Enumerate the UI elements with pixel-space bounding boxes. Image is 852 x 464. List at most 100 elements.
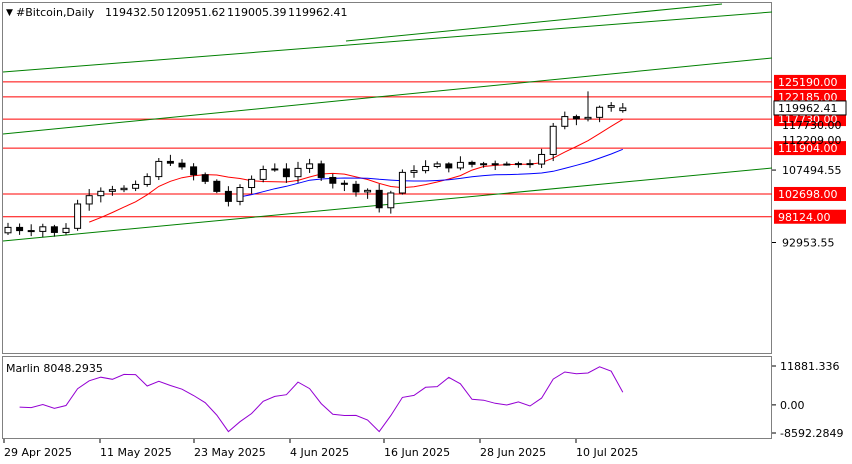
slow-moving-average — [239, 148, 623, 198]
candle-body-45 — [526, 163, 534, 166]
level-label-2: 117730.00 — [778, 113, 838, 126]
candle-body-19 — [224, 190, 232, 202]
time-tick-label-2: 23 May 2025 — [194, 446, 266, 459]
marlin-tick-label-2: -8592.2849 — [780, 427, 843, 440]
level-label-5: 98124.00 — [778, 211, 831, 224]
current-price-label: 119962.41 — [778, 102, 838, 115]
chart-title: #Bitcoin,Daily — [16, 6, 95, 19]
candle-body-49 — [572, 116, 580, 120]
candle-body-35 — [410, 170, 418, 173]
candle-body-5 — [62, 227, 70, 233]
candle-body-33 — [387, 192, 395, 209]
candle-body-10 — [120, 187, 128, 191]
candle-body-41 — [480, 163, 488, 166]
level-label-4: 102698.00 — [778, 188, 838, 201]
marlin-indicator: 11881.336 0.00 -8592.2849 — [19, 360, 843, 440]
candle-body-39 — [456, 161, 464, 169]
candle-body-0 — [4, 226, 12, 234]
candle-body-25 — [294, 167, 302, 178]
candle-body-12 — [143, 176, 151, 185]
candle-body-23 — [271, 168, 279, 171]
candle-body-48 — [561, 116, 569, 127]
candle-body-2 — [27, 230, 35, 233]
candle-body-31 — [364, 189, 372, 193]
marlin-tick-label-0: 11881.336 — [780, 360, 840, 373]
fast-moving-average — [89, 118, 624, 223]
trend-line-0 — [2, 11, 773, 73]
time-tick-label-3: 4 Jun 2025 — [290, 446, 349, 459]
candle-body-8 — [97, 190, 105, 197]
candle-body-51 — [596, 106, 604, 118]
level-label-bg-0 — [774, 74, 846, 89]
ohlc-high: 120951.62 — [166, 6, 226, 19]
price-tick-label-0: 107494.55 — [782, 164, 842, 177]
trend-line-3 — [345, 3, 723, 42]
main-panel-frame — [2, 2, 772, 354]
trend-line-1 — [2, 57, 773, 135]
candle-body-46 — [538, 153, 546, 165]
candle-body-21 — [248, 178, 256, 189]
candle-body-50 — [584, 116, 592, 120]
header-arrow-icon: ▼ — [6, 8, 13, 18]
level-label-0: 125190.00 — [778, 76, 838, 89]
candlestick-series — [4, 91, 627, 238]
candle-body-30 — [352, 183, 360, 193]
ohlc-low: 119005.39 — [227, 6, 287, 19]
time-axis: 29 Apr 2025 11 May 2025 23 May 2025 4 Jun 2… — [3, 439, 638, 459]
time-tick-label-4: 16 Jun 2025 — [384, 446, 450, 459]
level-label-bg-3 — [774, 141, 846, 156]
candle-body-32 — [375, 189, 383, 209]
candle-body-9 — [108, 189, 116, 192]
hidden-tick-label-1: 112209.00 — [782, 134, 842, 147]
level-label-bg-5 — [774, 209, 846, 224]
marlin-tick-label-1: 0.00 — [780, 399, 805, 412]
level-label-bg-2 — [774, 112, 846, 127]
candle-body-34 — [398, 171, 406, 194]
candle-body-3 — [39, 226, 47, 232]
candle-body-24 — [282, 168, 290, 178]
candle-body-16 — [190, 166, 198, 176]
candle-body-22 — [259, 169, 267, 180]
price-axis: 125190.00122185.00117730.00111904.001026… — [772, 74, 847, 250]
candle-body-15 — [178, 162, 186, 168]
time-tick-label-1: 11 May 2025 — [100, 446, 172, 459]
candle-body-27 — [317, 163, 325, 178]
indicator-panel-frame — [2, 356, 772, 439]
candle-body-18 — [213, 180, 221, 192]
candle-body-4 — [50, 226, 58, 233]
candle-body-38 — [445, 163, 453, 169]
time-tick-label-5: 28 Jun 2025 — [480, 446, 546, 459]
candle-body-44 — [514, 163, 522, 166]
level-label-bg-4 — [774, 186, 846, 201]
indicator-title: Marlin 8048.2935 — [6, 362, 103, 375]
marlin-line — [19, 366, 624, 433]
candle-body-29 — [340, 182, 348, 185]
candle-body-1 — [16, 226, 24, 232]
candle-body-53 — [619, 107, 627, 112]
candle-body-6 — [74, 203, 82, 229]
current-price-box — [773, 100, 847, 116]
candle-body-7 — [85, 195, 93, 205]
candle-body-26 — [306, 163, 314, 169]
candle-body-20 — [236, 187, 244, 202]
time-tick-label-0: 29 Apr 2025 — [4, 446, 72, 459]
ohlc-open: 119432.50 — [105, 6, 165, 19]
level-label-3: 111904.00 — [778, 142, 838, 155]
candle-body-43 — [503, 163, 511, 166]
hidden-tick-label-0: 117730.00 — [782, 119, 842, 132]
moving-average-lines — [89, 118, 624, 223]
candle-body-11 — [132, 183, 140, 189]
candle-body-52 — [607, 105, 615, 108]
ohlc-close: 119962.41 — [288, 6, 348, 19]
candle-body-40 — [468, 161, 476, 165]
candle-body-47 — [549, 125, 557, 155]
price-tick-label-1: 92953.55 — [782, 237, 835, 250]
candle-body-17 — [201, 174, 209, 182]
candle-body-37 — [433, 163, 441, 167]
level-label-bg-1 — [774, 89, 846, 104]
candle-body-28 — [329, 176, 337, 184]
candle-body-36 — [422, 165, 430, 172]
candle-body-14 — [166, 160, 174, 164]
